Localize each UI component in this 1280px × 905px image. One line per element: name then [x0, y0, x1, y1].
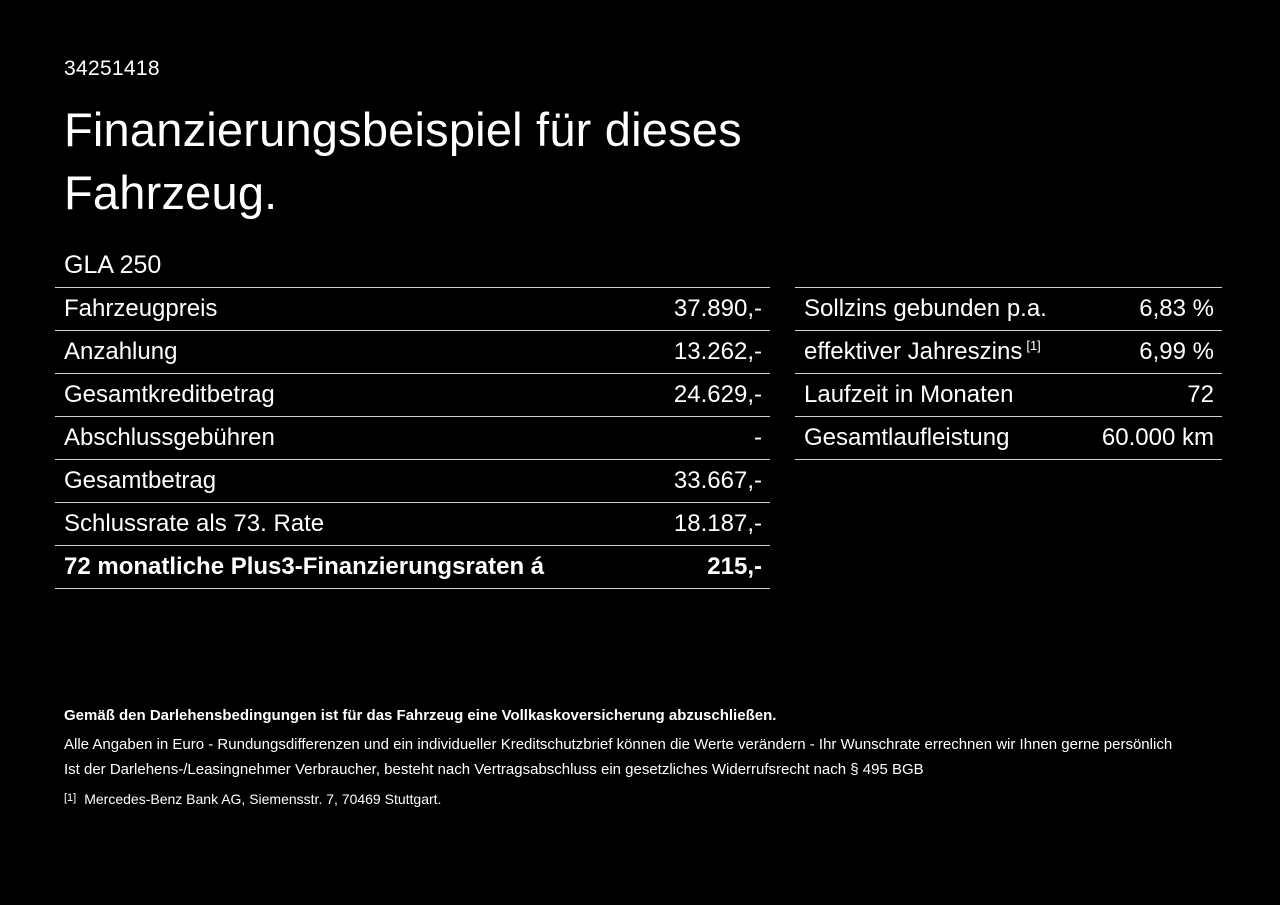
insurance-note: Gemäß den Darlehensbedingungen ist für d… — [64, 707, 777, 724]
table-row-laufzeit: Laufzeit in Monaten 72 — [795, 374, 1222, 417]
row-value: 6,99 % — [1139, 338, 1214, 365]
table-row-effektiver-jahreszins: effektiver Jahreszins [1] 6,99 % — [795, 331, 1222, 374]
row-label: Schlussrate als 73. Rate — [64, 510, 325, 537]
row-label: Fahrzeugpreis — [64, 295, 218, 322]
table-row-monatsrate: 72 monatliche Plus3-Finanzierungsraten á… — [55, 546, 770, 589]
footnote-marker: [1] — [64, 792, 77, 804]
row-label: Laufzeit in Monaten — [804, 381, 1014, 408]
row-value: 37.890,- — [673, 295, 762, 322]
footnote-reference: [1] — [1026, 338, 1041, 353]
disclaimer-1: Alle Angaben in Euro - Rundungsdifferenz… — [64, 736, 1173, 753]
row-label: Anzahlung — [64, 338, 178, 365]
table-row-schlussrate: Schlussrate als 73. Rate 18.187,- — [55, 503, 770, 546]
vehicle-model: GLA 250 — [64, 251, 162, 279]
financing-table: Fahrzeugpreis 37.890,- Anzahlung 13.262,… — [55, 287, 770, 589]
row-value: - — [754, 424, 762, 451]
footnotes-section: Gemäß den Darlehensbedingungen ist für d… — [64, 706, 1224, 809]
conditions-table: Sollzins gebunden p.a. 6,83 % effektiver… — [795, 287, 1222, 460]
row-label: Gesamtkreditbetrag — [64, 381, 275, 408]
row-label: 72 monatliche Plus3-Finanzierungsraten á — [64, 553, 545, 580]
table-row-abschlussgebuehren: Abschlussgebühren - — [55, 417, 770, 460]
row-label-text: effektiver Jahreszins — [804, 338, 1023, 365]
bank-reference: [1] Mercedes-Benz Bank AG, Siemensstr. 7,… — [64, 788, 1224, 809]
row-value: 6,83 % — [1139, 295, 1214, 322]
table-row-fahrzeugpreis: Fahrzeugpreis 37.890,- — [55, 288, 770, 331]
page-title-line1: Finanzierungsbeispiel für dieses — [64, 103, 742, 156]
table-row-anzahlung: Anzahlung 13.262,- — [55, 331, 770, 374]
page-title-line2: Fahrzeug. — [64, 166, 278, 219]
row-value: 13.262,- — [673, 338, 762, 365]
row-value: 18.187,- — [673, 510, 762, 537]
footnote-text: Mercedes-Benz Bank AG, Siemensstr. 7, 70… — [84, 791, 442, 807]
table-row-gesamtbetrag: Gesamtbetrag 33.667,- — [55, 460, 770, 503]
page-title: Finanzierungsbeispiel für dieses Fahrzeug… — [64, 98, 742, 224]
row-label: Gesamtbetrag — [64, 467, 217, 494]
row-label: Abschlussgebühren — [64, 424, 275, 451]
table-row-gesamtlaufleistung: Gesamtlaufleistung 60.000 km — [795, 417, 1222, 460]
row-value: 33.667,- — [673, 467, 762, 494]
row-value: 215,- — [707, 553, 762, 580]
vehicle-id: 34251418 — [64, 57, 160, 80]
row-value: 60.000 km — [1101, 424, 1214, 451]
disclaimer-2: Ist der Darlehens-/Leasingnehmer Verbrau… — [64, 761, 924, 778]
row-label: Sollzins gebunden p.a. — [804, 295, 1047, 322]
table-row-gesamtkreditbetrag: Gesamtkreditbetrag 24.629,- — [55, 374, 770, 417]
row-value: 24.629,- — [673, 381, 762, 408]
row-label: effektiver Jahreszins [1] — [804, 338, 1041, 366]
row-value: 72 — [1187, 381, 1214, 408]
financing-tables: Fahrzeugpreis 37.890,- Anzahlung 13.262,… — [55, 287, 1222, 589]
row-label: Gesamtlaufleistung — [804, 424, 1010, 451]
table-row-sollzins: Sollzins gebunden p.a. 6,83 % — [795, 288, 1222, 331]
